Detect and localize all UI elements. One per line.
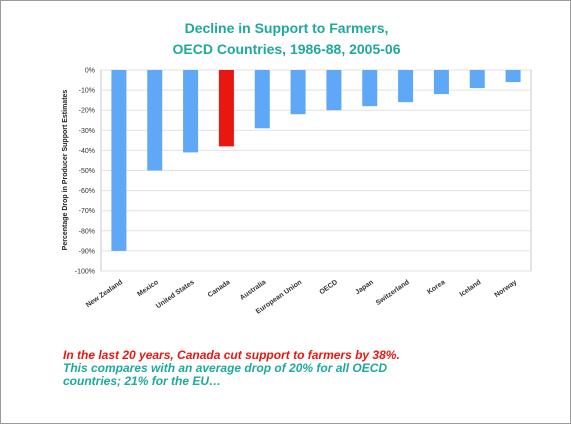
bar-united-states [183,70,199,153]
x-tick-label: Korea [426,279,446,296]
y-tick-labels: 0% -10% -20% -30% -40% -50% -60% -70% -80% -90% -1… [75,68,95,276]
bar-new-zealand [111,70,127,251]
chart-title-line1: Decline in Support to Farmers, [184,20,389,36]
x-tick-label: United States [155,279,196,310]
y-tick-label: -40% [79,148,95,155]
y-tick-label: -60% [79,188,95,195]
x-tick-label: Japan [354,279,375,296]
grid-lines [101,69,531,272]
bar-mexico [147,70,163,171]
bar-iceland [469,70,485,89]
caption-canada: In the last 20 years, Canada cut support… [63,348,400,362]
y-tick-label: -30% [79,128,95,135]
y-tick-label: -90% [79,248,95,255]
y-tick-label: -50% [79,168,95,175]
bar-chart: 0% -10% -20% -30% -40% -50% -60% -70% -80% -90% -1… [62,68,532,316]
bar-switzerland [398,70,414,103]
y-axis-label: Percentage Drop in Producer Support Esti… [62,90,69,251]
x-tick-label: OECD [318,279,339,296]
bar-australia [254,70,270,129]
bar-korea [433,70,449,95]
y-tick-label: -100% [75,269,95,276]
bar-canada [218,70,234,147]
x-tick-label: Norway [493,279,518,299]
x-tick-label: Mexico [136,279,159,298]
caption-eu-comparison: countries; 21% for the EU… [63,374,222,388]
x-tick-label: Australia [239,279,268,302]
y-tick-label: -80% [79,228,95,235]
bar-european-union [290,70,306,115]
bars [111,70,521,251]
y-tick-label: -10% [79,88,95,95]
x-tick-label: Switzerland [375,279,411,307]
y-tick-label: 0% [85,68,95,75]
chart-title-line2: OECD Countries, 1986-88, 2005-06 [172,41,401,57]
x-tick-label: Iceland [459,279,483,299]
y-tick-label: -20% [79,108,95,115]
bar-norway [505,70,521,83]
caption-oecd-comparison: This compares with an average drop of 20… [63,361,388,375]
y-tick-label: -70% [79,208,95,215]
bar-japan [362,70,378,107]
x-tick-label: Canada [207,279,232,299]
bar-oecd [326,70,342,111]
x-tick-label: New Zealand [85,279,124,309]
